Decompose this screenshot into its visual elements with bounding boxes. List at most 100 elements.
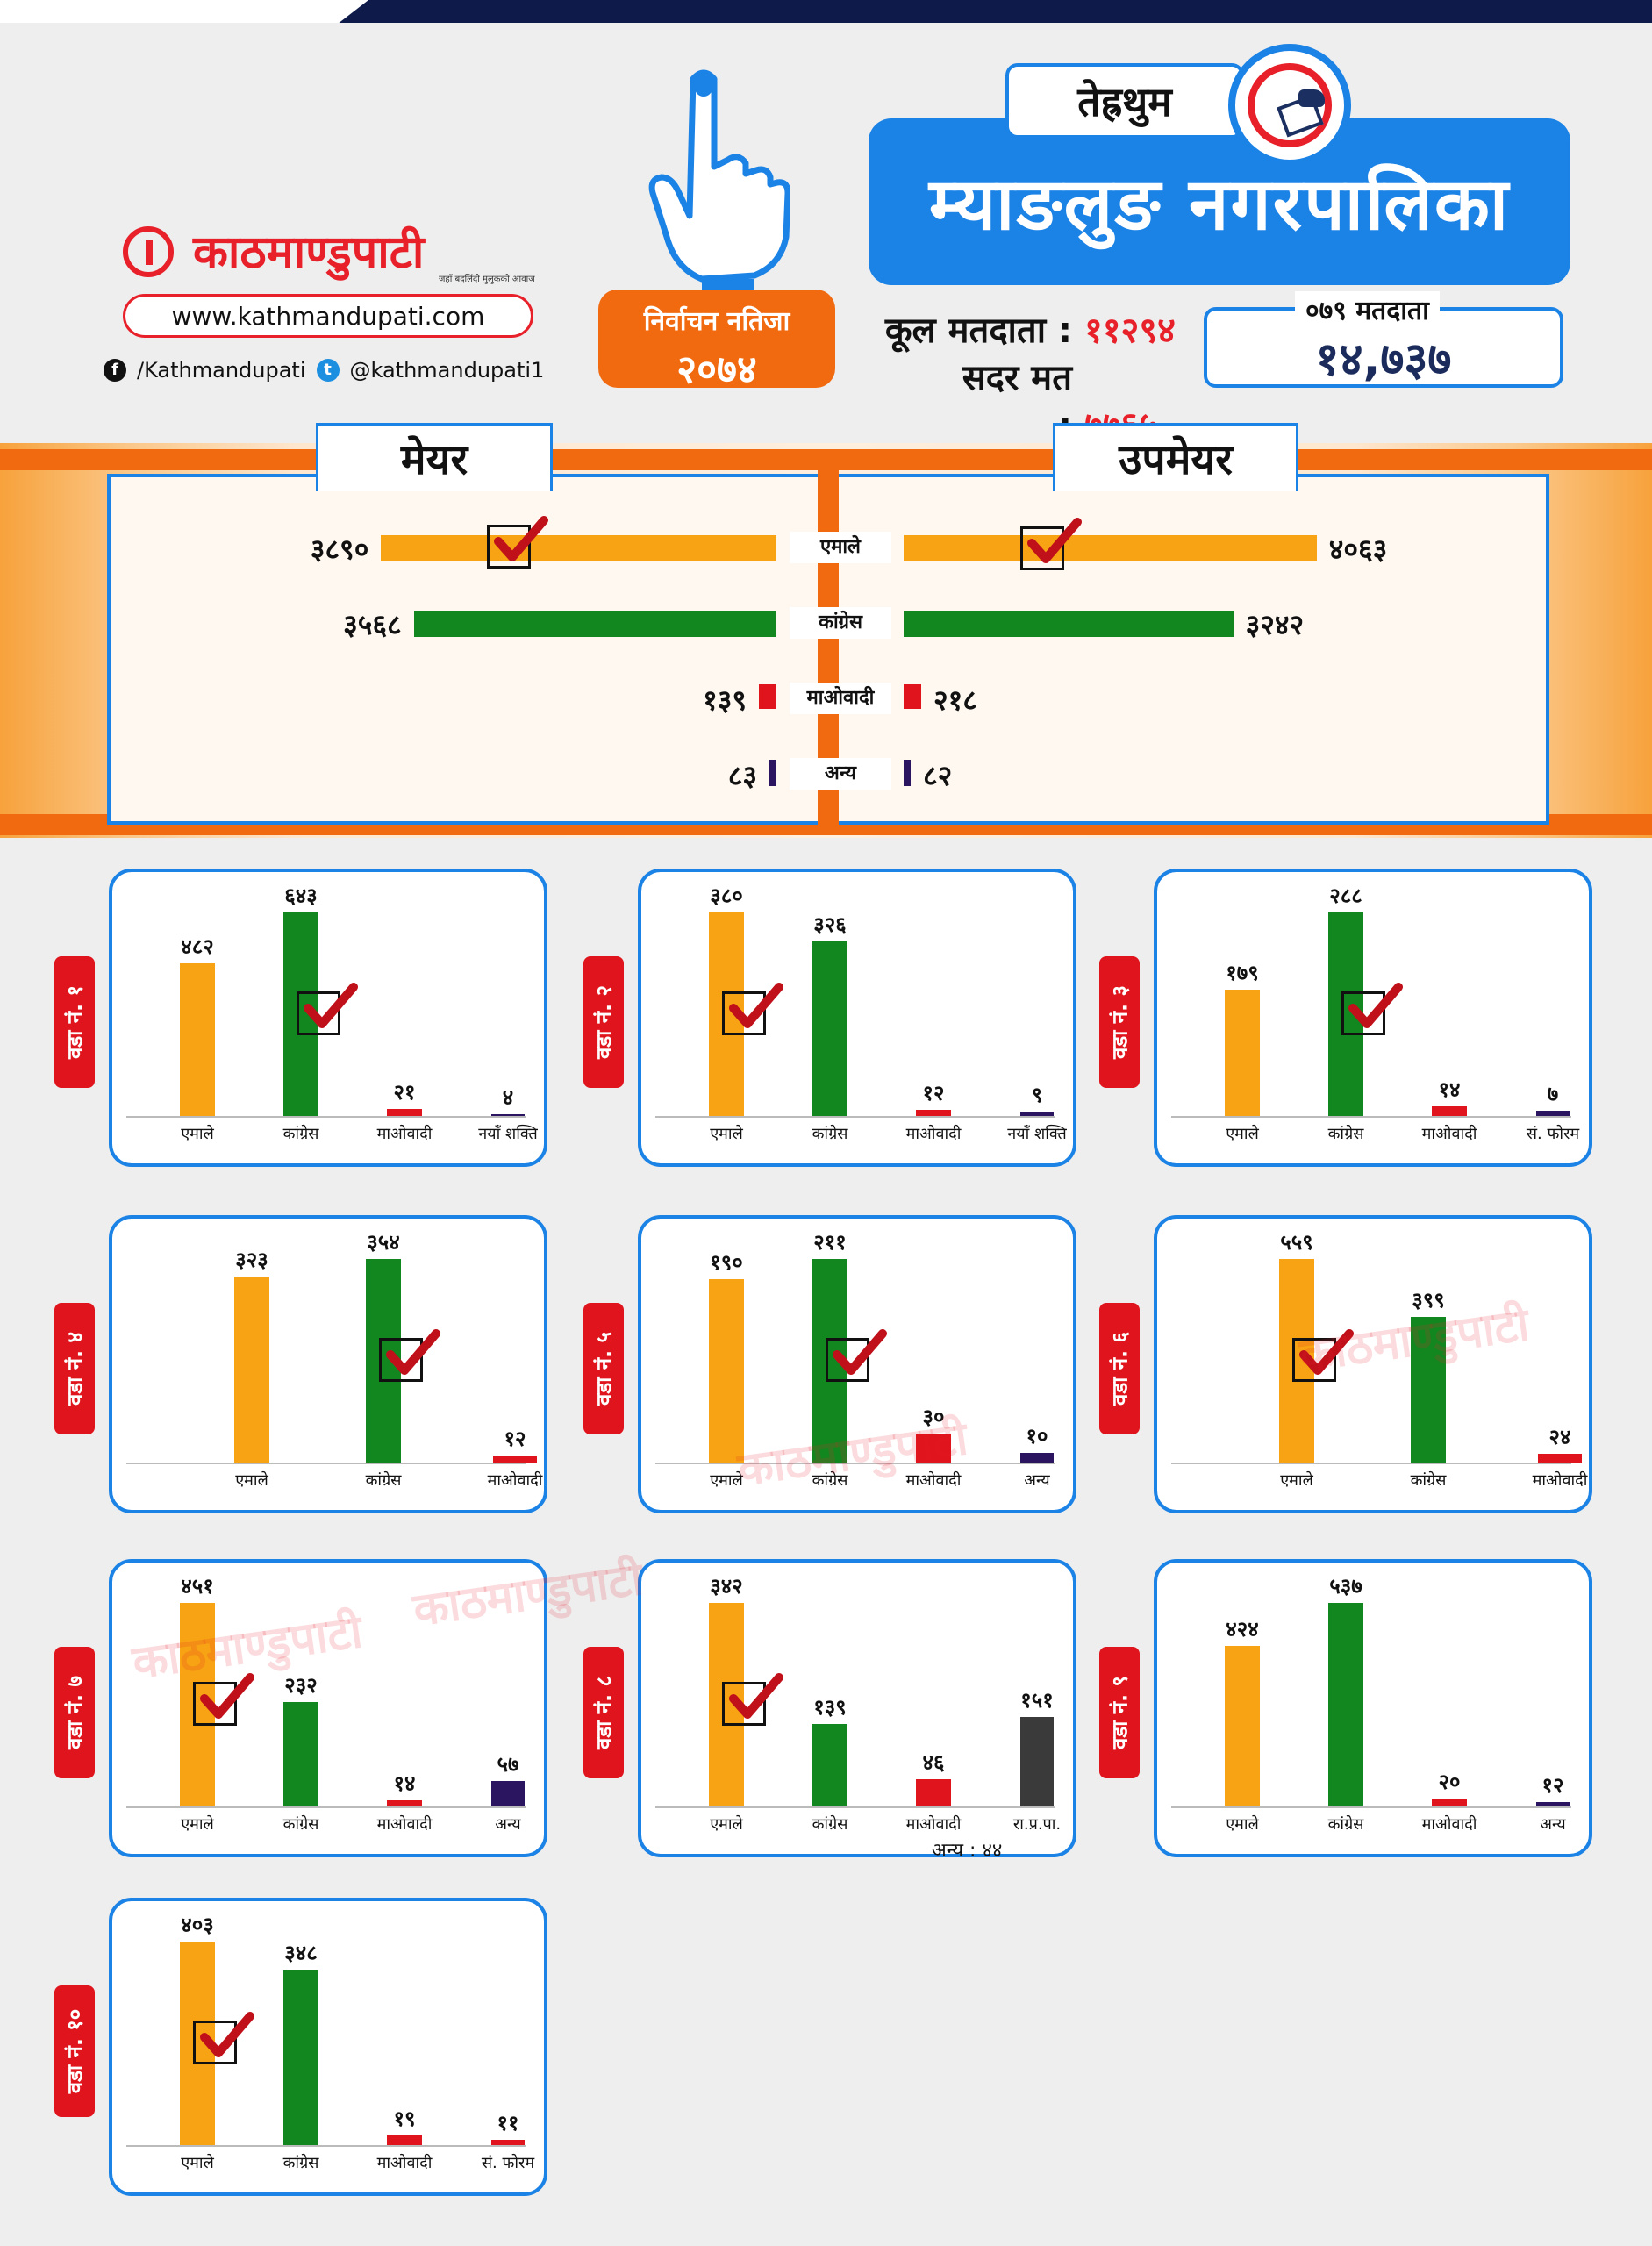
winner-check-icon xyxy=(193,2012,254,2064)
ward-bar xyxy=(1328,1603,1363,1806)
ward-bar-value: १४ xyxy=(1438,1077,1461,1102)
ward-bar-value: ४०३ xyxy=(181,1913,214,1937)
result-badge: निर्वाचन नतिजा २०७४ xyxy=(598,290,835,392)
district-name: तेह्रथुम xyxy=(1077,78,1172,125)
site-logo[interactable]: काठमाण्डुपाटी जहाँ बदलिंदो मुलुकको आवाज xyxy=(123,219,544,290)
ward-bar-label: कांग्रेस xyxy=(1410,1471,1447,1490)
ward-bar-value: ६४३ xyxy=(284,883,318,908)
ward-bar-label: कांग्रेस xyxy=(812,1815,848,1834)
winner-check-icon xyxy=(193,1673,254,1726)
ward-bar xyxy=(1020,1716,1054,1806)
ward-title: वडा नं. ९ xyxy=(1107,1675,1133,1750)
website-link[interactable]: www.kathmandupati.com xyxy=(123,294,533,338)
ward-bar-value: ४६ xyxy=(922,1749,945,1775)
ward-bar-value: ७ xyxy=(1547,1082,1559,1107)
ward-tag: वडा नं. १० xyxy=(54,1985,95,2117)
ballot-ring xyxy=(1248,63,1332,147)
result-badge-year: २०७४ xyxy=(676,347,757,392)
winner-check-icon xyxy=(379,1329,440,1382)
ward-tag: वडा नं. ३ xyxy=(1099,956,1140,1088)
ward-bar xyxy=(1411,1317,1446,1463)
ward-bar-label: माओवादी xyxy=(487,1471,543,1490)
mayor-bar xyxy=(759,684,776,709)
ward-bar xyxy=(387,1799,422,1806)
ward-bar-label: माओवादी xyxy=(905,1125,962,1143)
ward-bar-label: कांग्रेस xyxy=(1327,1125,1364,1143)
ward-bar-value: ४२४ xyxy=(1226,1616,1259,1642)
ward-bar-value: १९० xyxy=(710,1250,743,1276)
ward-bar-value: ११ xyxy=(497,2110,519,2135)
ward-tag: वडा नं. १ xyxy=(54,956,95,1088)
ward-bar xyxy=(283,1701,318,1806)
deputy-vote-value: २१८ xyxy=(933,683,977,717)
winner-check-icon xyxy=(722,1673,783,1726)
deputy-vote-value: ४०६३ xyxy=(1328,533,1388,566)
ward-bar xyxy=(1538,1454,1582,1463)
ward-title: वडा नं. ५ xyxy=(591,1331,617,1406)
ward-axis xyxy=(126,1116,526,1118)
twitter-handle[interactable]: @kathmandupati1 xyxy=(349,358,545,383)
ward-bar xyxy=(493,1456,537,1463)
ward-bar xyxy=(916,1109,951,1116)
ward-bar xyxy=(180,963,215,1116)
ward-bar-label: कांग्रेस xyxy=(812,1125,848,1143)
ward-bar-label: माओवादी xyxy=(1421,1125,1477,1143)
municipality-title-box: म्याङलुङ नगरपालिका xyxy=(869,118,1570,285)
deputy-vote-value: ८२ xyxy=(923,759,953,792)
winner-check-icon xyxy=(1341,983,1403,1035)
ward-bar-value: ४८२ xyxy=(181,934,214,960)
ward-tag: वडा नं. ५ xyxy=(583,1303,624,1434)
ward-bar-value: १७९ xyxy=(1226,960,1259,985)
ward-bar-value: २८८ xyxy=(1329,883,1362,908)
mayor-bar xyxy=(413,611,776,637)
ward-bar-label: कांग्रेस xyxy=(282,1125,319,1143)
top-bar xyxy=(0,0,1652,23)
ward-bar-label: अन्य xyxy=(1024,1471,1050,1490)
ward-bar xyxy=(812,941,847,1116)
voters-079-value: १४,७३७ xyxy=(1315,333,1452,386)
municipality-name: म्याङलुङ नगरपालिका xyxy=(928,163,1511,247)
ward-bar-value: २१ xyxy=(393,1080,416,1105)
ward-tag: वडा नं. ६ xyxy=(1099,1303,1140,1434)
ward-bar-label: माओवादी xyxy=(1532,1471,1588,1490)
ward-bar-label: सं. फोरम xyxy=(481,2154,535,2172)
ward-tag: वडा नं. ७ xyxy=(54,1647,95,1778)
ward-bar xyxy=(916,1778,951,1806)
total-voters-label: कूल मतदाता : xyxy=(884,311,1072,351)
party-label: एमाले xyxy=(790,532,891,563)
winner-check-icon xyxy=(826,1329,887,1382)
ward-bar xyxy=(387,1109,422,1116)
ward-bar-label: नयाँ शक्ति xyxy=(1007,1125,1067,1143)
ward-bar-label: एमाले xyxy=(710,1815,743,1834)
ward-bar xyxy=(812,1723,847,1806)
party-label: कांग्रेस xyxy=(790,607,891,639)
ballot-hand-icon xyxy=(1298,89,1325,107)
mayor-winner-check-icon xyxy=(487,516,548,569)
ward-title: वडा नं. ८ xyxy=(591,1675,617,1750)
ward-axis xyxy=(655,1463,1055,1464)
ward-bar-label: माओवादी xyxy=(1421,1815,1477,1834)
ward-bar-value: १५१ xyxy=(1020,1687,1054,1713)
mayor-vote-value: १३९ xyxy=(703,683,747,717)
twitter-icon: t xyxy=(316,359,340,382)
total-voters-value: ११२९४ xyxy=(1083,311,1176,351)
ward-bar-label: कांग्रेस xyxy=(812,1471,848,1490)
ward-bar-label: माओवादी xyxy=(905,1815,962,1834)
mayor-tab: मेयर xyxy=(316,423,553,491)
ward-bar-label: अन्य xyxy=(495,1815,521,1834)
ward-bar xyxy=(283,1969,318,2145)
voting-finger-icon xyxy=(648,69,790,290)
logo-tagline: जहाँ बदलिंदो मुलुकको आवाज xyxy=(439,275,535,284)
logo-text: काठमाण्डुपाटी xyxy=(193,226,425,279)
ward-bar-label: एमाले xyxy=(181,2154,214,2172)
ward-bar-value: ५३७ xyxy=(1329,1574,1362,1599)
ward-bar-label: नयाँ शक्ति xyxy=(478,1125,538,1143)
facebook-handle[interactable]: /Kathmandupati xyxy=(137,358,306,383)
ward-bar-value: ५५९ xyxy=(1280,1230,1313,1255)
deputy-mayor-label: उपमेयर xyxy=(1119,435,1233,484)
ward-bar-value: ४ xyxy=(502,1085,514,1110)
voters-079-box: ०७९ मतदाता १४,७३७ xyxy=(1204,291,1563,388)
ward-axis xyxy=(126,2145,526,2147)
ward-bar-value: ३२३ xyxy=(235,1248,268,1273)
ward-bar xyxy=(1020,1453,1054,1463)
